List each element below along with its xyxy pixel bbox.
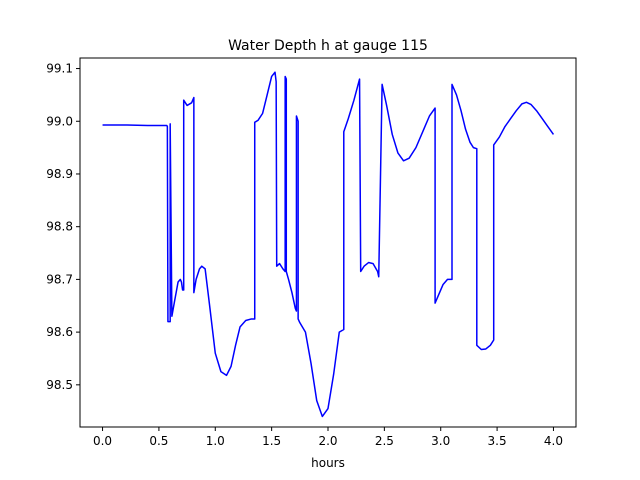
- ticks-layer: 0.0 0.5 1.0 1.5 2.0 2.5 3.0 3.5 4.0 98.5 98.6 98.7 9…: [46, 62, 563, 448]
- x-tick-label: 0.5: [149, 434, 168, 448]
- x-tick-label: 1.5: [262, 434, 281, 448]
- series-layer: [102, 71, 555, 418]
- plot-frame: [79, 57, 577, 428]
- x-tick-label: 3.5: [488, 434, 507, 448]
- y-tick-label: 98.5: [46, 378, 73, 392]
- y-tick-label: 99.1: [46, 62, 73, 76]
- x-tick-label: 3.0: [431, 434, 450, 448]
- x-tick-label: 2.0: [318, 434, 337, 448]
- y-tick-label: 98.7: [46, 272, 73, 286]
- y-tick-label: 98.6: [46, 325, 73, 339]
- x-tick-label: 2.5: [375, 434, 394, 448]
- x-axis-label: hours: [311, 456, 345, 470]
- y-tick-label: 98.9: [46, 167, 73, 181]
- y-tick-label: 98.8: [46, 220, 73, 234]
- x-tick-label: 4.0: [544, 434, 563, 448]
- series-line-0: [102, 71, 555, 418]
- y-tick-label: 99.0: [46, 114, 73, 128]
- x-tick-label: 0.0: [93, 434, 112, 448]
- chart-title: Water Depth h at gauge 115: [228, 38, 428, 54]
- x-tick-label: 1.0: [206, 434, 225, 448]
